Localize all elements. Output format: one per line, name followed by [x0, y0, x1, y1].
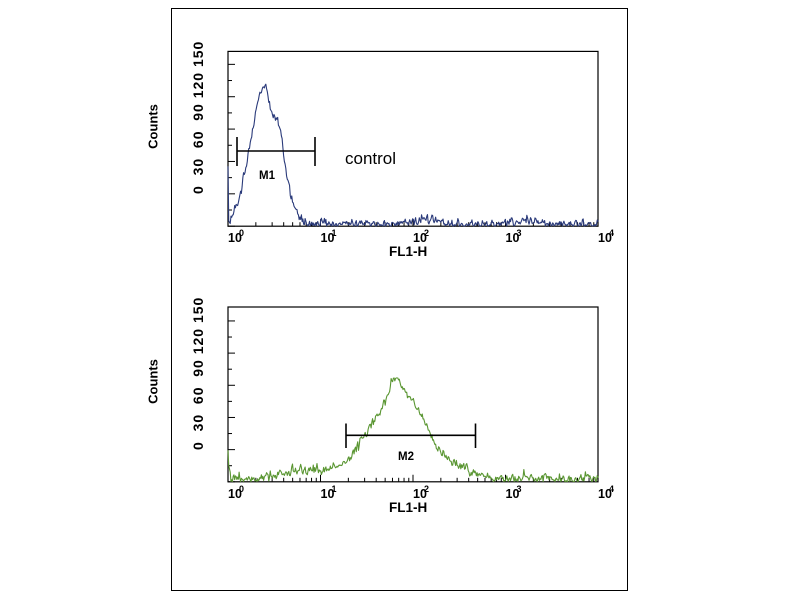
- svg-text:2: 2: [424, 228, 429, 238]
- svg-text:0: 0: [239, 484, 244, 494]
- svg-text:FL1-H: FL1-H: [389, 244, 427, 259]
- svg-text:2: 2: [424, 484, 429, 494]
- svg-text:0: 0: [239, 228, 244, 238]
- svg-text:FL1-H: FL1-H: [389, 500, 427, 515]
- svg-text:1: 1: [332, 228, 337, 238]
- svg-text:4: 4: [609, 228, 614, 238]
- svg-text:M1: M1: [259, 170, 276, 182]
- svg-text:control: control: [345, 149, 396, 168]
- svg-text:M2: M2: [398, 451, 414, 463]
- svg-text:1: 1: [332, 484, 337, 494]
- svg-text:3: 3: [517, 228, 522, 238]
- svg-text:4: 4: [609, 484, 614, 494]
- svg-text:3: 3: [517, 484, 522, 494]
